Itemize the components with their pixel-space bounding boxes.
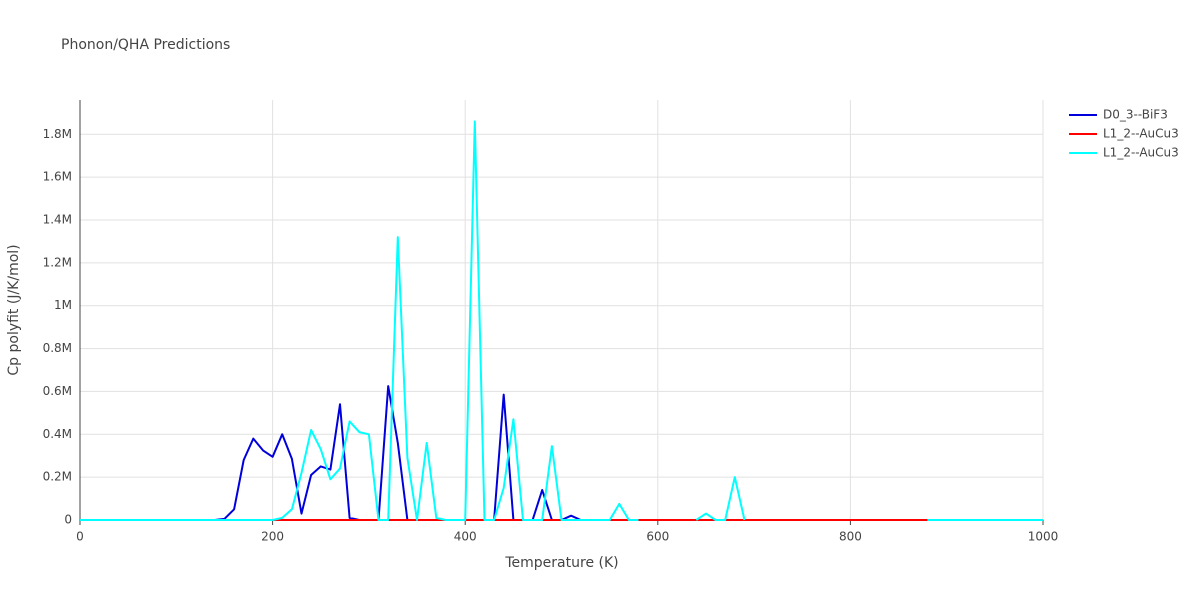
chart-title: Phonon/QHA Predictions: [61, 37, 230, 53]
legend-label: L1_2--AuCu3: [1103, 146, 1179, 160]
legend-label: L1_2--AuCu3: [1103, 127, 1179, 141]
x-tick-label: 400: [454, 530, 477, 544]
x-tick-label: 800: [839, 530, 862, 544]
y-tick-label: 0.8M: [43, 341, 72, 355]
y-axis-title: Cp polyfit (J/K/mol): [6, 244, 22, 375]
y-tick-label: 0.4M: [43, 427, 72, 441]
series-line: [80, 385, 1043, 521]
x-tick-label: 1000: [1028, 530, 1059, 544]
y-tick-label: 1.6M: [43, 170, 72, 184]
y-tick-label: 0: [64, 513, 72, 527]
y-tick-label: 0.6M: [43, 384, 72, 398]
y-tick-label: 1.4M: [43, 213, 72, 227]
y-tick-label: 1.8M: [43, 127, 72, 141]
x-tick-label: 600: [646, 530, 669, 544]
y-tick-label: 1M: [54, 298, 72, 312]
x-tick-label: 200: [261, 530, 284, 544]
y-tick-label: 0.2M: [43, 470, 72, 484]
x-axis-title: Temperature (K): [504, 555, 618, 571]
y-tick-label: 1.2M: [43, 255, 72, 269]
legend-label: D0_3--BiF3: [1103, 108, 1168, 122]
series-line: [80, 120, 1043, 521]
x-tick-label: 0: [76, 530, 84, 544]
